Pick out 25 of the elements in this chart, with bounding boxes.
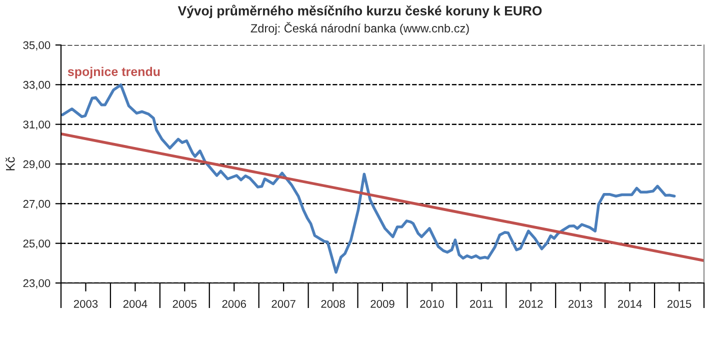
x-tick-label: 2013: [568, 300, 592, 308]
x-tick-label: 2007: [272, 300, 296, 308]
text: spojnice trendu: [68, 66, 160, 79]
y-tick-label: 35,00: [23, 41, 50, 50]
x-tick-label: 2003: [74, 300, 98, 308]
x-tick-label: 2004: [123, 300, 148, 308]
x-tick-label: 2009: [370, 300, 394, 308]
x-tick-label: 2005: [172, 300, 197, 308]
x-tick-label: 2008: [321, 300, 345, 308]
y-tick-label: 25,00: [23, 240, 50, 249]
x-tick-label: 2011: [470, 300, 493, 308]
x-tick-label: 2014: [618, 300, 642, 308]
x-tick-label: 2006: [222, 300, 246, 308]
x-tick-label: 2012: [519, 300, 543, 308]
y-tick-label: 33,00: [23, 80, 50, 90]
y-tick-label: 31,00: [23, 120, 50, 130]
chart-subtitle: Zdroj: Česká národní banka (www.cnb.cz): [250, 22, 469, 35]
x-tick-label: 2015: [667, 300, 692, 308]
y-tick-label: 29,00: [23, 160, 50, 170]
y-tick-label: 27,00: [23, 200, 50, 210]
x-tick-label: 2010: [420, 300, 444, 308]
chart-title: Vývoj průměrného měsíčního kurzu české koruny k EURO: [178, 4, 542, 18]
y-axis-title: Kč: [6, 157, 15, 170]
line-series: [61, 83, 676, 274]
y-tick-label: 23,00: [23, 279, 50, 288]
